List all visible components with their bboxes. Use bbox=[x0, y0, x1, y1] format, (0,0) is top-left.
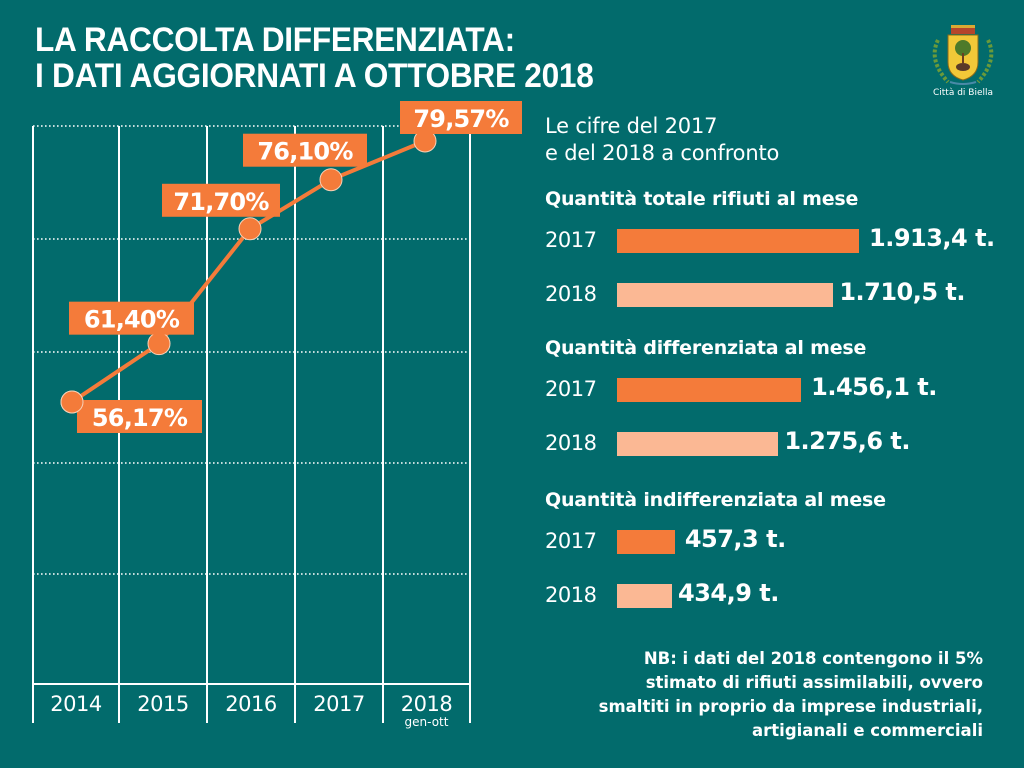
data-label: 79,57% bbox=[413, 105, 509, 133]
data-label-box bbox=[77, 400, 202, 433]
section-title: Quantità totale rifiuti al mese bbox=[545, 188, 859, 210]
bar-value-label: 1.275,6 t. bbox=[784, 427, 911, 455]
section-title: Quantità indifferenziata al mese bbox=[545, 489, 886, 511]
footnote-line-1: NB: i dati del 2018 contengono il 5% bbox=[643, 649, 983, 668]
subtitle-line-2: e del 2018 a confronto bbox=[545, 141, 780, 165]
bar-value-label: 1.456,1 t. bbox=[811, 373, 937, 401]
x-tick-label: 2014 bbox=[50, 692, 102, 716]
page-title: LA RACCOLTA DIFFERENZIATA: I DATI AGGIOR… bbox=[35, 22, 594, 94]
bar bbox=[617, 432, 779, 456]
bar-year-label: 2017 bbox=[545, 377, 597, 401]
data-label: 71,70% bbox=[173, 188, 269, 216]
data-point bbox=[238, 217, 262, 241]
data-point bbox=[319, 168, 343, 192]
bar bbox=[617, 530, 675, 554]
bar-year-label: 2018 bbox=[545, 583, 597, 607]
bar-year-label: 2017 bbox=[545, 228, 597, 252]
x-tick-label: 2017 bbox=[313, 692, 364, 716]
data-label-box bbox=[162, 183, 280, 217]
bar bbox=[617, 584, 672, 608]
data-label: 76,10% bbox=[257, 138, 353, 166]
subtitle-line-1: Le cifre del 2017 bbox=[545, 114, 718, 138]
bar-value-label: 1.710,5 t. bbox=[839, 278, 966, 306]
footnote: NB: i dati del 2018 contengono il 5% sti… bbox=[483, 647, 983, 743]
logo-label: Città di Biella bbox=[932, 88, 994, 98]
title-line-1: LA RACCOLTA DIFFERENZIATA: bbox=[35, 21, 515, 59]
data-labels: 56,17% 61,40% 71,70% 76,10% 79,57% bbox=[60, 101, 522, 433]
bar-year-label: 2018 bbox=[545, 431, 597, 455]
bar-value-label: 457,3 t. bbox=[684, 525, 786, 553]
footnote-line-2: stimato di rifiuti assimilabili, ovvero bbox=[645, 673, 983, 692]
chart-grid bbox=[32, 125, 471, 723]
footnote-line-3: smaltiti in proprio da imprese industria… bbox=[598, 697, 983, 716]
comparison-subtitle: Le cifre del 2017 e del 2018 a confronto bbox=[545, 113, 779, 167]
data-label-box bbox=[69, 301, 194, 335]
bar-value-label: 1.913,4 t. bbox=[869, 224, 995, 252]
section-title: Quantità differenziata al mese bbox=[545, 337, 867, 359]
data-label-box bbox=[243, 133, 367, 167]
x-tick-sublabel: gen-ott bbox=[405, 715, 449, 729]
bar bbox=[617, 229, 859, 253]
bar-year-label: 2018 bbox=[545, 282, 597, 306]
x-tick-label: 2016 bbox=[225, 692, 277, 716]
title-line-2: I DATI AGGIORNATI A OTTOBRE 2018 bbox=[35, 57, 594, 95]
data-label: 61,40% bbox=[84, 306, 180, 334]
data-label: 56,17% bbox=[92, 404, 188, 432]
x-tick-label: 2015 bbox=[137, 692, 188, 716]
bar bbox=[617, 283, 834, 307]
bar-year-label: 2017 bbox=[545, 529, 597, 553]
footnote-line-4: artigianali e commerciali bbox=[752, 721, 983, 740]
city-logo: Città di Biella bbox=[918, 20, 1008, 104]
bar-value-label: 434,9 t. bbox=[678, 579, 779, 607]
x-tick-label: 2018 bbox=[401, 692, 452, 716]
series-line bbox=[70, 139, 426, 404]
data-point bbox=[60, 390, 84, 414]
data-label-box bbox=[400, 101, 522, 134]
bar bbox=[617, 378, 802, 402]
coat-of-arms-icon bbox=[932, 25, 994, 85]
chart-series bbox=[60, 129, 437, 414]
data-point bbox=[147, 332, 171, 356]
